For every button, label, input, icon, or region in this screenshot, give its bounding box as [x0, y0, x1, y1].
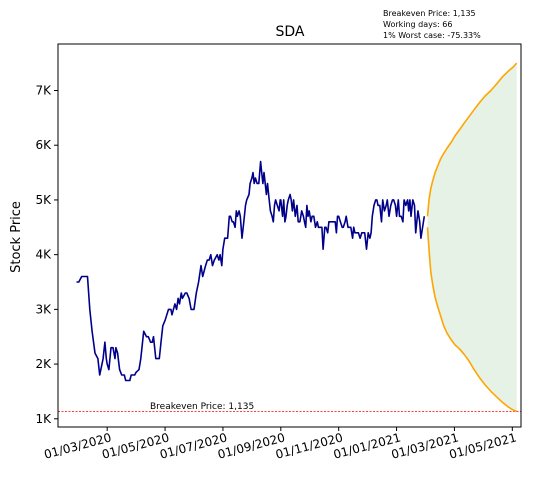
info-box: Breakeven Price: 1,135 Working days: 66 … [383, 9, 481, 40]
y-tick-label: 5K [35, 193, 52, 207]
y-tick-label: 3K [35, 302, 52, 316]
price-line [76, 160, 426, 382]
y-tick-label: 6K [35, 138, 52, 152]
chart-title: SDA [276, 24, 305, 40]
y-tick-label: 1K [35, 412, 52, 426]
breakeven-label: Breakeven Price: 1,135 [150, 402, 254, 412]
info-worst-case: 1% Worst case: -75.33% [383, 31, 481, 40]
upper-bound-line [426, 62, 518, 217]
y-tick-label: 4K [35, 248, 52, 262]
y-axis-label: Stock Price [9, 201, 24, 273]
lower-bound-line [426, 227, 517, 413]
confidence-fill [427, 63, 517, 412]
plot-frame [57, 43, 522, 428]
plot-area [58, 62, 521, 413]
y-tick-label: 7K [35, 84, 52, 98]
y-axis: 1K 2K 3K 4K 5K 6K 7K [35, 84, 58, 426]
info-breakeven: Breakeven Price: 1,135 [383, 9, 476, 18]
info-working-days: Working days: 66 [383, 20, 452, 29]
y-tick-label: 2K [35, 357, 52, 371]
